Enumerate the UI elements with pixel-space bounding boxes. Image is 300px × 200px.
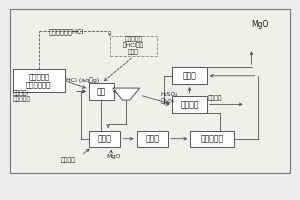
- Text: 蒸发的晶化: 蒸发的晶化: [200, 134, 224, 143]
- Text: 浸取: 浸取: [97, 87, 106, 96]
- Text: 原沉土矿: 原沉土矿: [60, 158, 75, 163]
- Text: 去除硅: 去除硅: [145, 134, 159, 143]
- Polygon shape: [113, 88, 140, 100]
- FancyBboxPatch shape: [10, 9, 290, 173]
- Text: MgO: MgO: [107, 154, 121, 159]
- FancyBboxPatch shape: [89, 131, 120, 147]
- FancyBboxPatch shape: [190, 131, 234, 147]
- FancyBboxPatch shape: [172, 67, 207, 84]
- Text: HCl (aq或g): HCl (aq或g): [66, 78, 99, 83]
- Text: 液相或蒸馏
（如需需要）: 液相或蒸馏 （如需需要）: [26, 74, 52, 88]
- Text: 去除铁: 去除铁: [98, 134, 111, 143]
- Text: 热分解: 热分解: [183, 71, 196, 80]
- FancyBboxPatch shape: [89, 83, 114, 100]
- Text: H₂SO₄
或SO₂: H₂SO₄ 或SO₂: [160, 92, 178, 104]
- FancyBboxPatch shape: [136, 131, 168, 147]
- Text: MgO: MgO: [251, 20, 269, 29]
- Text: 烧铁矿和/
或高岭土矿: 烧铁矿和/ 或高岭土矿: [13, 90, 31, 102]
- Text: 化学结晶: 化学结晶: [180, 100, 199, 109]
- Text: 气提或高浓的HCl: 气提或高浓的HCl: [49, 28, 84, 35]
- FancyBboxPatch shape: [13, 69, 65, 92]
- FancyBboxPatch shape: [172, 96, 207, 113]
- Text: 沉淀的盐: 沉淀的盐: [208, 95, 223, 101]
- Text: 控制并使所
需HCl进入
浸提液: 控制并使所 需HCl进入 浸提液: [123, 36, 144, 55]
